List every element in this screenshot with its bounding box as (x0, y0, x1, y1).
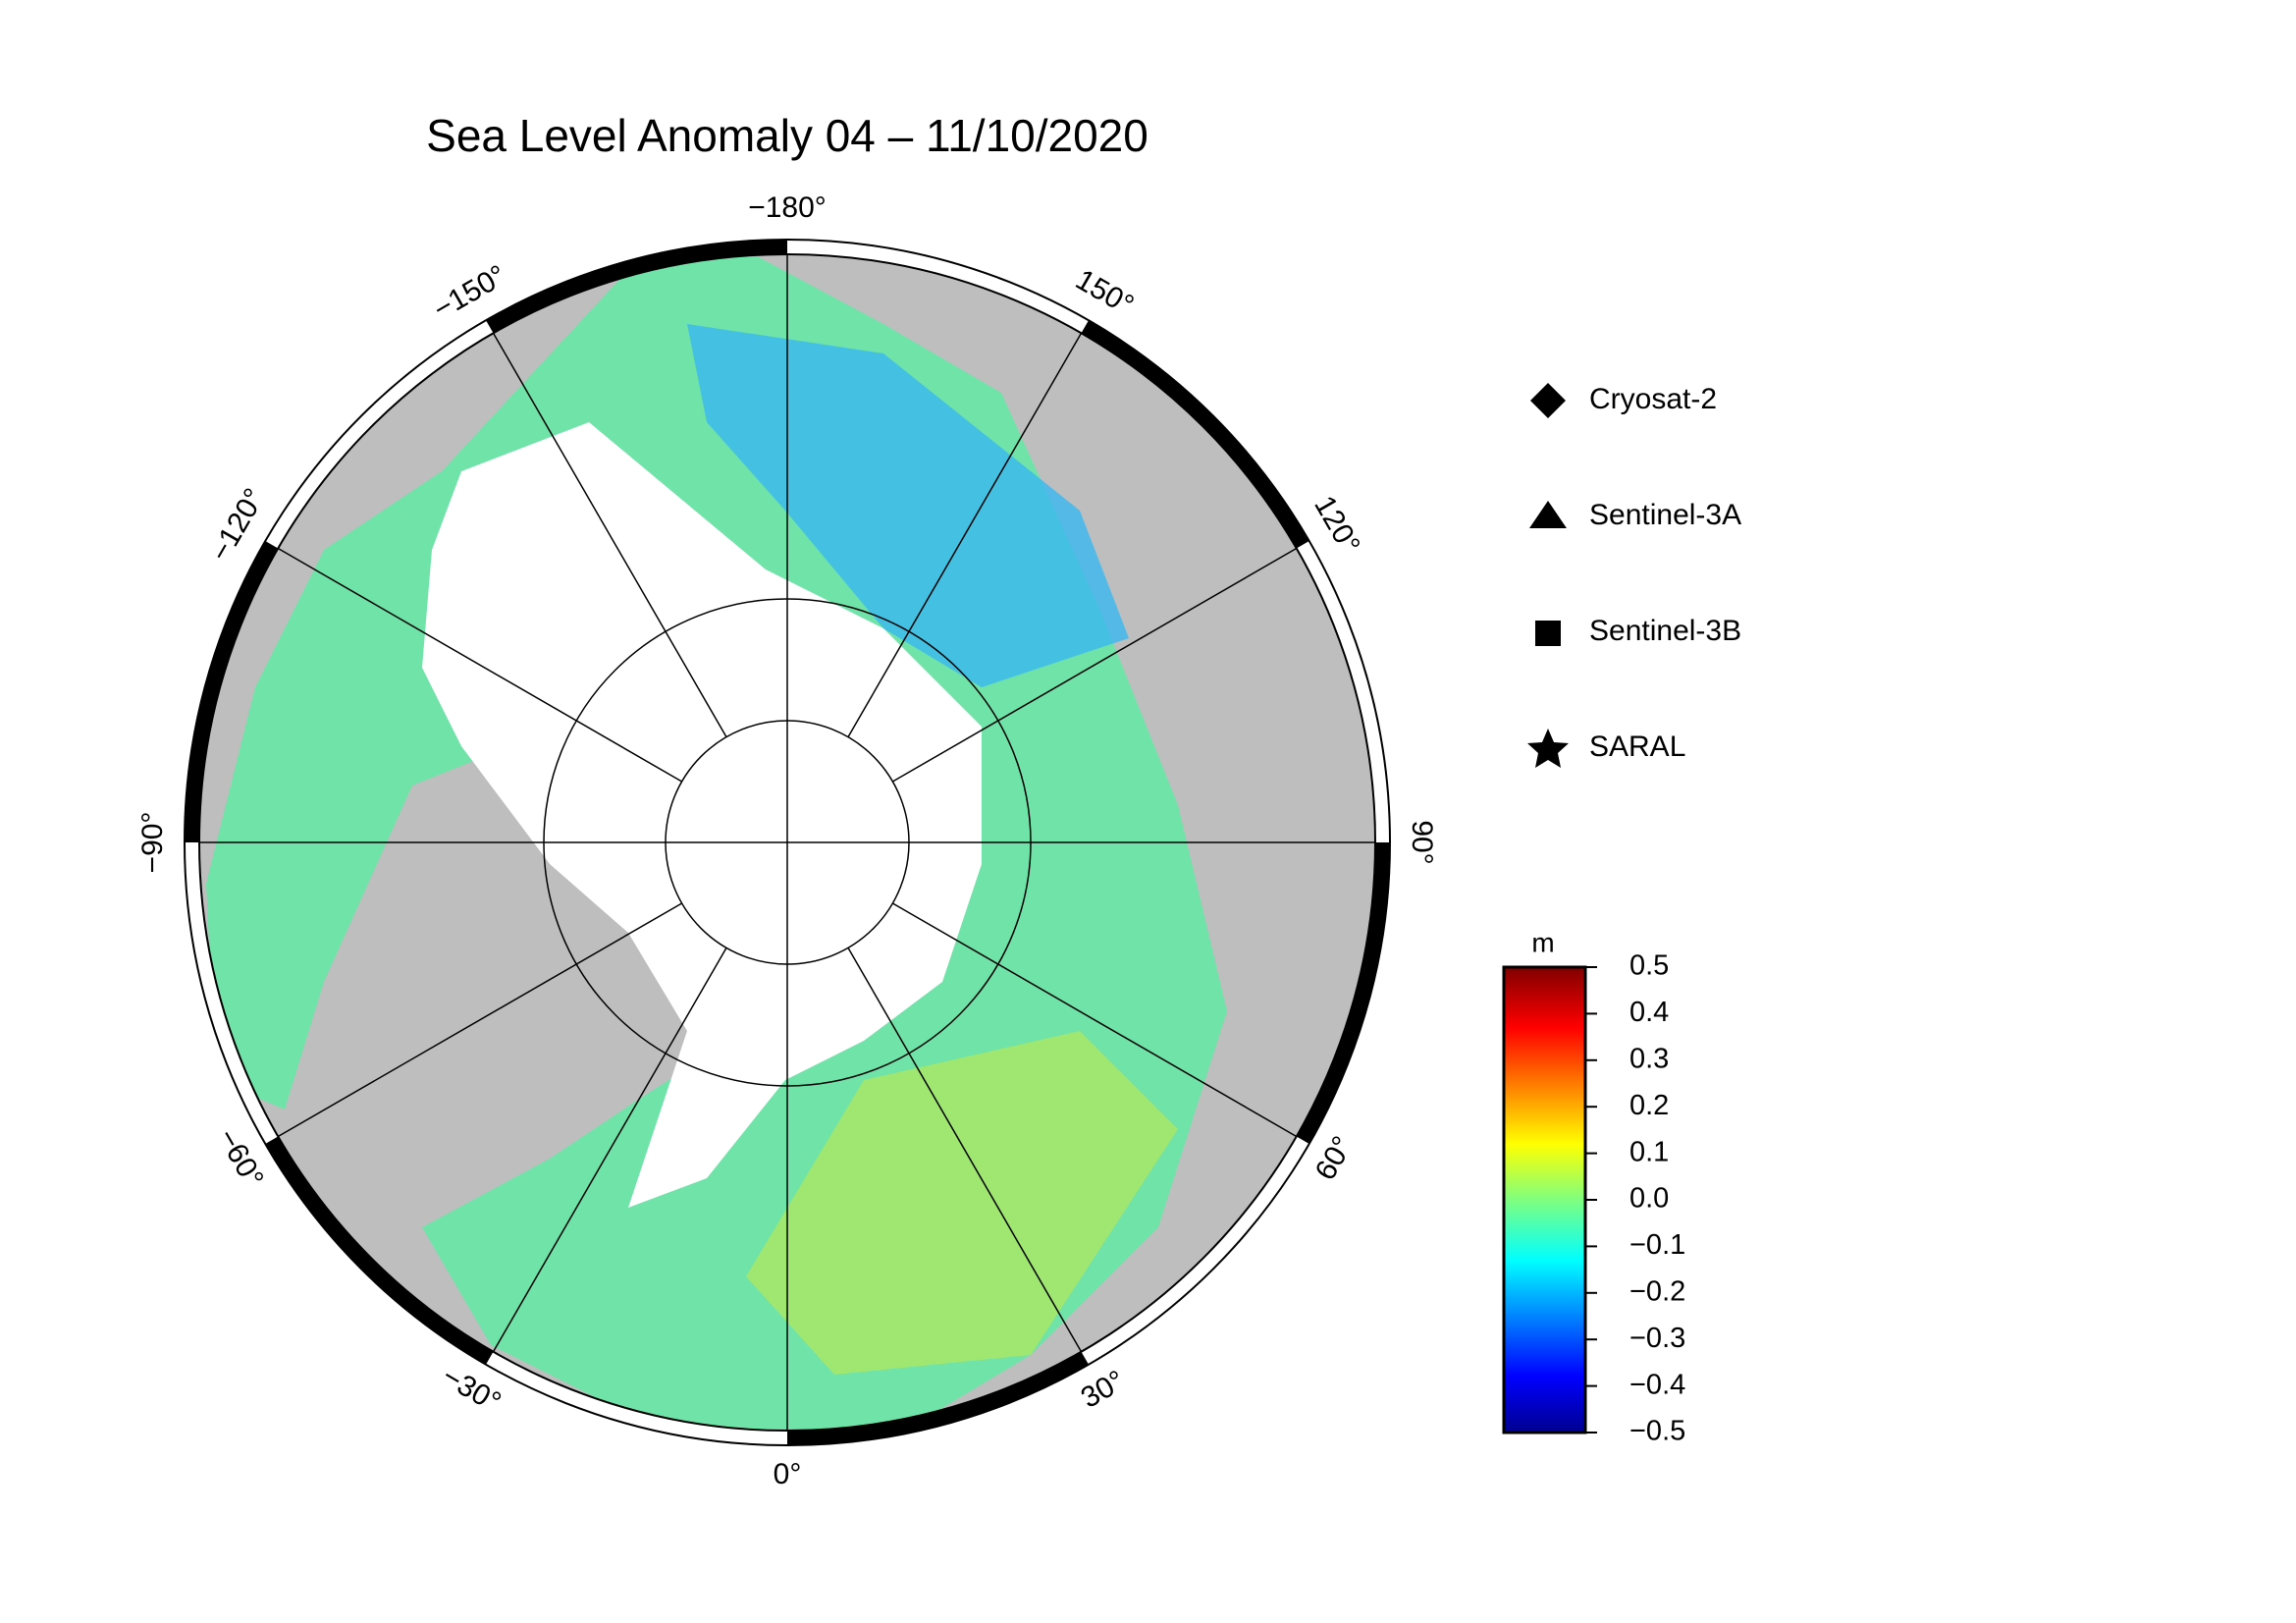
meridian-label: 60° (1309, 1131, 1360, 1186)
meridian (892, 902, 1298, 1138)
frame-segment (185, 541, 279, 843)
meridian-label: −180° (748, 191, 827, 224)
colorbar-tick-label: 0.4 (1629, 997, 1669, 1028)
meridian (492, 947, 727, 1353)
colorbar-tick-label: 0.1 (1629, 1136, 1669, 1167)
colorbar: m 0.5 0.4 0.3 0.2 0.1 0.0 −0.1 −0.2 −0.3 −0.4 −0.5 (1502, 927, 1685, 1447)
meridian-label: −30° (437, 1360, 507, 1419)
meridian-label: 0° (774, 1458, 802, 1490)
legend-label: Cryosat-2 (1589, 383, 1717, 415)
frame-segment (265, 1136, 494, 1365)
meridian-label: 150° (1070, 263, 1139, 322)
legend-marker (1527, 729, 1569, 768)
legend-label: Sentinel-3A (1589, 499, 1741, 531)
colorbar-tick-label: −0.2 (1629, 1275, 1685, 1307)
meridian-label: −90° (136, 812, 169, 874)
graticule (199, 254, 1375, 1431)
colorbar-scale (1502, 965, 1587, 1434)
legend: Cryosat-2 Sentinel-3A Sentinel-3B SARAL (1527, 383, 1741, 768)
colorbar-tick-label: −0.1 (1629, 1229, 1685, 1261)
meridian (892, 547, 1298, 783)
colorbar-tick-label: 0.2 (1629, 1090, 1669, 1121)
meridian (277, 902, 682, 1138)
meridian-label: 30° (1076, 1365, 1131, 1415)
meridian (847, 332, 1083, 737)
title: Sea Level Anomaly 04 – 11/10/2020 (426, 110, 1148, 161)
frame-segment (1081, 320, 1309, 549)
legend-marker (1535, 621, 1561, 646)
frame-segment (486, 240, 788, 334)
frame-segment (1296, 841, 1390, 1144)
meridian-label: −60° (211, 1123, 270, 1193)
meridian-label: 120° (1308, 491, 1366, 560)
frame-segment (786, 1351, 1089, 1445)
colorbar-tick-label: −0.3 (1629, 1323, 1685, 1354)
meridian-label: 90° (1406, 820, 1438, 864)
legend-label: Sentinel-3B (1589, 615, 1741, 647)
meridian (847, 947, 1083, 1353)
legend-label: SARAL (1589, 730, 1685, 763)
colorbar-tick-label: 0.0 (1629, 1183, 1669, 1215)
colorbar-tick-label: −0.4 (1629, 1369, 1685, 1400)
colorbar-tick-label: 0.5 (1629, 950, 1669, 982)
map-frame (184, 239, 1391, 1446)
ocean-anomaly-high (746, 1031, 1178, 1375)
legend-marker (1529, 501, 1567, 528)
sea-ice (422, 422, 982, 1208)
colorbar-unit: m (1531, 927, 1554, 957)
meridian (492, 332, 727, 737)
colorbar-tick-label: 0.3 (1629, 1043, 1669, 1074)
legend-marker (1530, 383, 1566, 418)
meridian (277, 547, 682, 783)
ocean-anomaly-low (687, 324, 1129, 687)
colorbar-tick-label: −0.5 (1629, 1416, 1685, 1447)
